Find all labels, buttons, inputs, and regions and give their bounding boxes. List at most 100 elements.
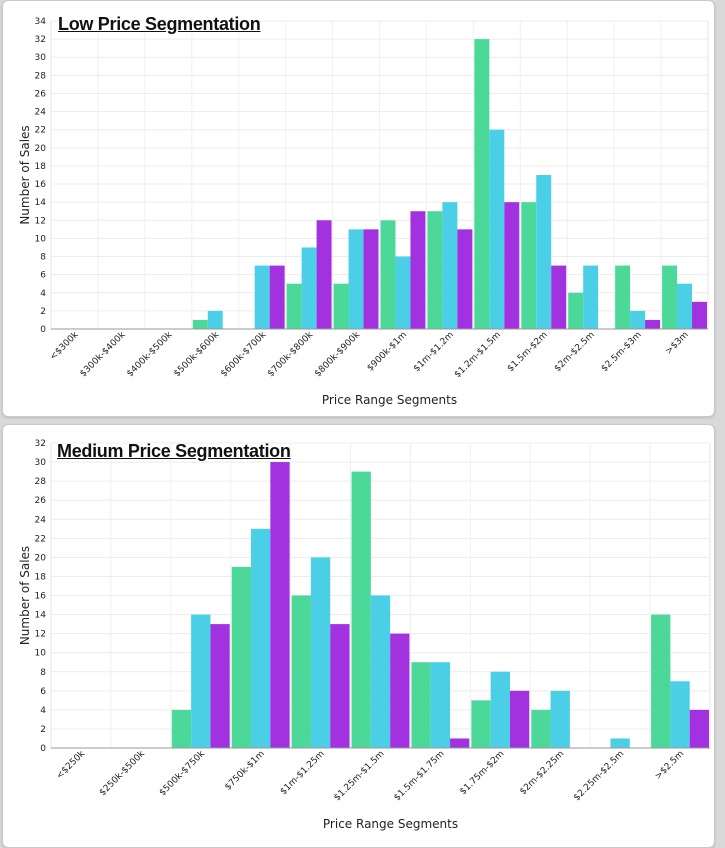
- low-price-chart: 0246810121416182022242628303234<$300k$30…: [18, 17, 709, 407]
- x-tick-label: $250k-$500k: [98, 748, 148, 798]
- y-tick-label: 28: [35, 477, 47, 487]
- bar: [301, 247, 317, 329]
- x-tick-label: $500k-$750k: [158, 748, 208, 798]
- low-price-title: Low Price Segmentation: [58, 14, 261, 34]
- bar: [474, 39, 490, 329]
- bar: [521, 202, 537, 329]
- bar: [615, 265, 631, 329]
- bar: [536, 175, 552, 329]
- y-tick-label: 28: [35, 71, 47, 81]
- y-axis-title: Number of Sales: [18, 125, 32, 224]
- medium-price-panel: 0 2 4 6 8 10 12 14 16 18 20 22 24 26 28 30 32 <$250k $250k…: [2, 424, 715, 848]
- bar: [291, 595, 311, 748]
- bar: [270, 462, 290, 748]
- bar: [489, 129, 505, 329]
- low-price-panel: 0 2 4 6 8 10 12 14 16 18 20 22 24 26 28 30 32 34 <$300k $30…: [2, 0, 715, 417]
- bar: [171, 709, 192, 748]
- y-tick-label: 6: [40, 687, 46, 697]
- bar: [509, 690, 530, 748]
- x-tick-label: >$2.5m: [653, 749, 686, 782]
- y-tick-label: 0: [40, 744, 46, 754]
- y-tick-label: 16: [35, 180, 47, 190]
- bar: [670, 681, 690, 748]
- bar: [310, 557, 331, 748]
- bar: [316, 220, 332, 329]
- bar: [395, 256, 411, 329]
- y-tick-label: 2: [40, 307, 46, 317]
- x-tick-label: $500k-$600k: [172, 329, 222, 379]
- y-tick-label: 10: [35, 234, 47, 244]
- x-tick-label: $900k-$1m: [366, 330, 410, 374]
- bar: [410, 211, 426, 329]
- bar: [380, 220, 396, 329]
- bar: [531, 709, 551, 748]
- y-tick-label: 26: [35, 89, 47, 99]
- bar: [348, 229, 364, 329]
- bar: [677, 283, 693, 329]
- bar: [645, 319, 661, 329]
- bar: [251, 528, 271, 748]
- x-tick-label: $1m-$1.2m: [412, 330, 456, 374]
- y-axis-title: Number of Sales: [18, 546, 32, 645]
- x-tick-label: $1.5m-$1.75m: [392, 749, 446, 803]
- y-tick-label: 30: [35, 53, 47, 63]
- bar: [471, 700, 491, 748]
- bar: [370, 595, 391, 748]
- bar: [442, 202, 458, 329]
- bar: [231, 566, 252, 748]
- bar: [333, 283, 349, 329]
- y-tick-label: 4: [40, 289, 46, 299]
- x-tick-label: $750k-$1m: [223, 749, 267, 793]
- bar: [390, 633, 410, 748]
- bar: [192, 319, 208, 329]
- x-tick-label: $2m-$2.25m: [518, 749, 566, 797]
- bar: [210, 624, 230, 748]
- y-tick-label: 14: [35, 611, 47, 621]
- x-tick-label: $1.75m-$2m: [458, 749, 506, 797]
- x-tick-label: $400k-$500k: [125, 329, 175, 379]
- y-tick-label: 16: [35, 592, 47, 602]
- y-tick-label: 0: [40, 325, 46, 335]
- y-tick-label: 10: [35, 649, 47, 659]
- bar: [286, 283, 302, 329]
- y-tick-label: 8: [40, 668, 46, 678]
- x-tick-label: $1m-$1.25m: [279, 749, 327, 797]
- y-tick-label: 20: [35, 144, 47, 154]
- bar: [550, 690, 570, 748]
- bar: [689, 709, 709, 748]
- bar: [551, 265, 567, 329]
- y-tick-label: 34: [35, 17, 47, 27]
- y-tick-label: 22: [35, 534, 46, 544]
- y-tick-label: 26: [35, 496, 47, 506]
- bar: [254, 265, 270, 329]
- y-tick-label: 30: [35, 458, 47, 468]
- y-tick-label: 22: [35, 126, 46, 136]
- y-tick-label: 4: [40, 706, 46, 716]
- medium-price-title: Medium Price Segmentation: [57, 441, 291, 461]
- bar: [191, 614, 211, 748]
- bar: [269, 265, 285, 329]
- bar: [490, 671, 510, 748]
- bar: [583, 265, 599, 329]
- bar: [610, 738, 630, 748]
- bar: [662, 265, 678, 329]
- x-axis-title: Price Range Segments: [323, 817, 458, 831]
- y-tick-label: 12: [35, 630, 46, 640]
- bar: [651, 614, 671, 748]
- x-tick-label: $2.5m-$3m: [600, 330, 644, 374]
- x-tick-label: $1.25m-$1.5m: [332, 749, 386, 803]
- x-tick-label: $700k-$800k: [266, 329, 316, 379]
- y-tick-label: 18: [35, 572, 47, 582]
- bar: [330, 624, 350, 748]
- y-tick-label: 2: [40, 725, 46, 735]
- y-tick-label: 6: [40, 271, 46, 281]
- bar: [427, 211, 443, 329]
- bar: [207, 310, 223, 329]
- y-tick-label: 20: [35, 553, 47, 563]
- bar: [363, 229, 379, 329]
- x-tick-label: $800k-$900k: [313, 329, 363, 379]
- y-tick-label: 24: [35, 108, 47, 118]
- x-tick-label: $300k-$400k: [78, 329, 128, 379]
- x-axis-title: Price Range Segments: [322, 393, 457, 407]
